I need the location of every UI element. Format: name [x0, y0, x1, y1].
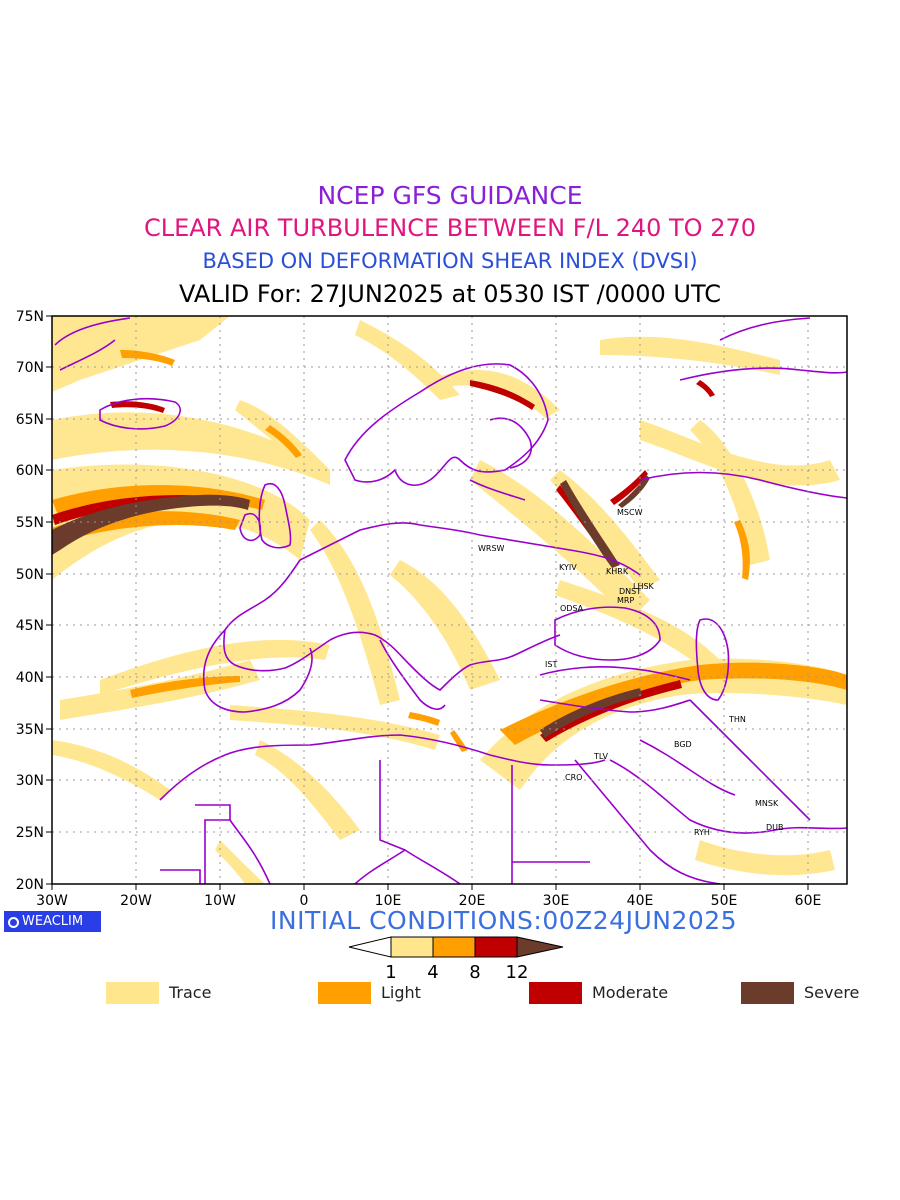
- badge-text: WEACLIM: [22, 914, 84, 929]
- station-label: LHSK: [633, 582, 655, 591]
- initial-conditions: INITIAL CONDITIONS:00Z24JUN2025: [270, 906, 738, 935]
- title-line-1: NCEP GFS GUIDANCE: [317, 181, 583, 210]
- legend-swatch-severe: [741, 982, 794, 1004]
- axis-ticks: [46, 315, 809, 890]
- colorbar-trace: [390, 936, 434, 958]
- lon-label: 60E: [795, 893, 822, 909]
- station-label: BGD: [674, 740, 692, 749]
- colorbar-tick: 12: [506, 962, 529, 983]
- legend-label-trace: Trace: [169, 983, 212, 1002]
- station-label: DNST: [619, 587, 641, 596]
- lat-label: 45N: [16, 618, 44, 634]
- station-label: IST: [545, 660, 557, 669]
- lat-label: 70N: [16, 360, 44, 376]
- lon-label: 20W: [120, 893, 152, 909]
- circle-logo-icon: [8, 917, 19, 928]
- station-label: CRO: [565, 773, 582, 782]
- legend-label-moderate: Moderate: [592, 983, 669, 1002]
- map-frame: [51, 315, 848, 885]
- lon-label: 30W: [36, 893, 68, 909]
- lat-label: 65N: [16, 412, 44, 428]
- station-label: TLV: [593, 752, 608, 761]
- legend-label-severe: Severe: [804, 983, 860, 1002]
- station-label: THN: [728, 715, 746, 724]
- legend-label-light: Light: [381, 983, 421, 1002]
- lat-label: 30N: [16, 773, 44, 789]
- colorbar: 1 4 8 12: [348, 936, 564, 983]
- colorbar-light: [432, 936, 476, 958]
- lon-label: 10W: [204, 893, 236, 909]
- colorbar-low-arrow: [348, 936, 392, 958]
- station-label: ODSA: [560, 604, 584, 613]
- station-label: MNSK: [755, 799, 779, 808]
- lon-label: 40E: [627, 893, 654, 909]
- lon-label: 30E: [543, 893, 570, 909]
- colorbar-moderate: [474, 936, 518, 958]
- weaclim-badge: WEACLIM: [4, 911, 101, 932]
- lon-label: 20E: [459, 893, 486, 909]
- station-label: MSCW: [617, 508, 643, 517]
- lat-label: 40N: [16, 670, 44, 686]
- legend-swatch-moderate: [529, 982, 582, 1004]
- lat-label: 35N: [16, 722, 44, 738]
- colorbar-tick: 4: [427, 962, 438, 983]
- legend-swatch-trace: [106, 982, 159, 1004]
- lat-label: 60N: [16, 463, 44, 479]
- lat-label: 25N: [16, 825, 44, 841]
- station-label: KYIV: [559, 563, 577, 572]
- lon-label: 10E: [375, 893, 402, 909]
- lat-label: 55N: [16, 515, 44, 531]
- turbulence-fields: [52, 316, 847, 884]
- title-line-3: BASED ON DEFORMATION SHEAR INDEX (DVSI): [202, 249, 698, 273]
- station-label: DUB: [766, 823, 784, 832]
- station-label: MRP: [617, 596, 634, 605]
- lat-label: 75N: [16, 309, 44, 325]
- country-borders: [54, 317, 847, 884]
- station-label: KHRK: [606, 567, 629, 576]
- station-label: WRSW: [478, 544, 505, 553]
- lat-label: 20N: [16, 877, 44, 893]
- lat-label: 50N: [16, 567, 44, 583]
- title-line-2: CLEAR AIR TURBULENCE BETWEEN F/L 240 TO …: [143, 214, 757, 242]
- colorbar-tick: 8: [469, 962, 480, 983]
- station-label: RYH: [694, 828, 710, 837]
- colorbar-tick: 1: [385, 962, 396, 983]
- legend-swatch-light: [318, 982, 371, 1004]
- lon-label: 0: [300, 893, 309, 909]
- colorbar-severe-arrow: [516, 936, 564, 958]
- turbulence-map: 75N 70N 65N 60N 55N 50N 45N 40N 35N 30N …: [16, 309, 848, 983]
- valid-time-title: VALID For: 27JUN2025 at 0530 IST /0000 U…: [179, 280, 721, 308]
- lon-label: 50E: [711, 893, 738, 909]
